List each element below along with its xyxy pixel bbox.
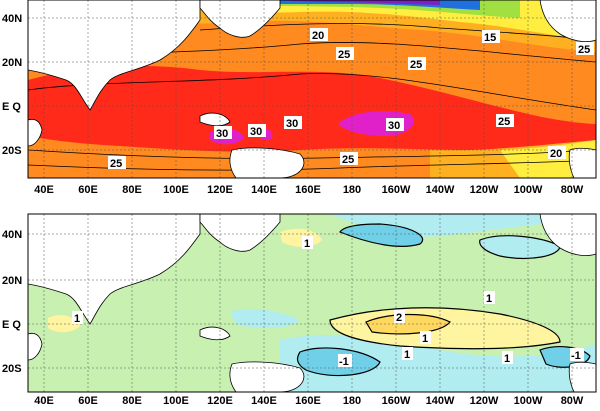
- lat-label-40n: 40N: [2, 13, 22, 25]
- lat-label-20s: 20S: [2, 145, 22, 157]
- lon-label: 160E: [295, 184, 321, 196]
- bottom-contour-label: 1: [74, 313, 80, 325]
- top-panel: 20 25 15 25 25 30 30 30 30 25 25 20 25 4…: [2, 0, 597, 196]
- top-contour-label: 25: [342, 154, 354, 166]
- lat-label-20n: 20N: [2, 275, 22, 287]
- lon-label: 140W: [426, 395, 455, 406]
- top-warm-pool: [28, 65, 596, 152]
- bottom-lon-labels: 40E 60E 80E 100E 120E 140E 160E 180 160W…: [34, 395, 584, 407]
- lon-label: 80W: [561, 184, 584, 196]
- lon-label: 120E: [207, 395, 233, 406]
- lat-label-20s: 20S: [2, 363, 22, 375]
- top-land-indonesia: [199, 112, 231, 127]
- top-land-australia: [229, 147, 305, 178]
- lon-label: 140W: [426, 184, 455, 196]
- lon-label: 120E: [207, 184, 233, 196]
- bottom-contour-label: -1: [474, 382, 484, 394]
- bottom-land-north-america: [539, 214, 596, 256]
- top-frame: [27, 0, 597, 179]
- top-land-africa: [28, 118, 43, 147]
- bottom-contour-label: -1: [339, 356, 349, 368]
- bottom-contour-label: 1: [422, 333, 428, 345]
- bottom-neg-maritime: [230, 309, 300, 329]
- lon-label: 160E: [295, 395, 321, 406]
- lon-label: 160W: [382, 395, 411, 406]
- lon-label: 140E: [251, 184, 277, 196]
- top-contour-label: 30: [250, 126, 262, 138]
- bottom-contour-label: 1: [404, 349, 410, 361]
- bottom-neg-north-core: [340, 224, 423, 247]
- lon-label: 60E: [78, 395, 98, 406]
- lat-label-20n: 20N: [2, 57, 22, 69]
- lon-label: 120W: [470, 184, 499, 196]
- top-contour-label: 25: [338, 49, 350, 61]
- lon-label: 80E: [122, 184, 142, 196]
- top-contour-label: 25: [498, 116, 510, 128]
- lon-label: 160W: [382, 184, 411, 196]
- bottom-contour-labels: 1 1 1 2 1 1 1 -1 -1 -1: [72, 236, 584, 394]
- top-contour-label: 25: [110, 158, 122, 170]
- bottom-contour-label: 1: [486, 293, 492, 305]
- lon-label: 100E: [163, 395, 189, 406]
- lon-label: 80W: [561, 395, 584, 406]
- bottom-neg-south: [280, 335, 596, 392]
- top-contour-label: 25: [410, 59, 422, 71]
- bottom-neg-east: [479, 235, 560, 259]
- top-lat-labels: 40N 20N E Q 20S: [2, 13, 22, 157]
- bottom-frame: [27, 213, 597, 393]
- lat-label-eq: E Q: [2, 319, 21, 331]
- top-contour-label: 15: [484, 32, 496, 44]
- lat-label-eq: E Q: [2, 101, 21, 113]
- lat-label-40n: 40N: [2, 229, 22, 241]
- bottom-land-indonesia: [199, 326, 231, 341]
- bottom-contours: [296, 223, 591, 377]
- bottom-contour-label: 1: [504, 353, 510, 365]
- bottom-contour-label: -1: [571, 350, 581, 362]
- top-contour-label: 30: [286, 118, 298, 130]
- top-contour-labels: 20 25 15 25 25 30 30 30 30 25 25 20 25: [108, 28, 594, 170]
- top-grid: [28, 0, 596, 178]
- top-lon-labels: 40E 60E 80E 100E 120E 140E 160E 180 160W…: [34, 184, 584, 196]
- top-contour-label: 20: [312, 30, 324, 42]
- bottom-land-africa: [28, 332, 43, 361]
- bottom-panel: 1 1 1 2 1 1 1 -1 -1 -1 40N 20N E Q 20S 4…: [2, 213, 597, 407]
- lon-label: 100W: [514, 395, 543, 406]
- lon-label: 40E: [34, 184, 54, 196]
- lon-label: 40E: [34, 395, 54, 406]
- top-contour-label: 20: [550, 148, 562, 160]
- lon-label: 120W: [470, 395, 499, 406]
- top-purple-band: [270, 0, 440, 5]
- top-contour-label: 30: [388, 120, 400, 132]
- top-land-asia: [28, 0, 201, 111]
- top-land-south-america: [568, 147, 596, 178]
- lon-label: 180: [343, 395, 361, 406]
- bottom-lat-labels: 40N 20N E Q 20S: [2, 229, 22, 375]
- bottom-land: [28, 214, 596, 392]
- bottom-land-australia: [229, 361, 305, 392]
- lon-label: 60E: [78, 184, 98, 196]
- lon-label: 80E: [122, 395, 142, 406]
- lon-label: 100E: [163, 184, 189, 196]
- bottom-land-asia: [28, 214, 201, 325]
- top-land: [28, 0, 596, 178]
- bottom-contour-label: 2: [396, 312, 402, 324]
- top-land-north-america: [539, 0, 596, 42]
- top-contour-label: 25: [578, 44, 590, 56]
- top-contour-label: 30: [216, 128, 228, 140]
- lon-label: 100W: [514, 184, 543, 196]
- bottom-land-south-america: [568, 361, 596, 392]
- lon-label: 180: [343, 184, 361, 196]
- bottom-contour-label: 1: [304, 238, 310, 250]
- lon-label: 140E: [251, 395, 277, 406]
